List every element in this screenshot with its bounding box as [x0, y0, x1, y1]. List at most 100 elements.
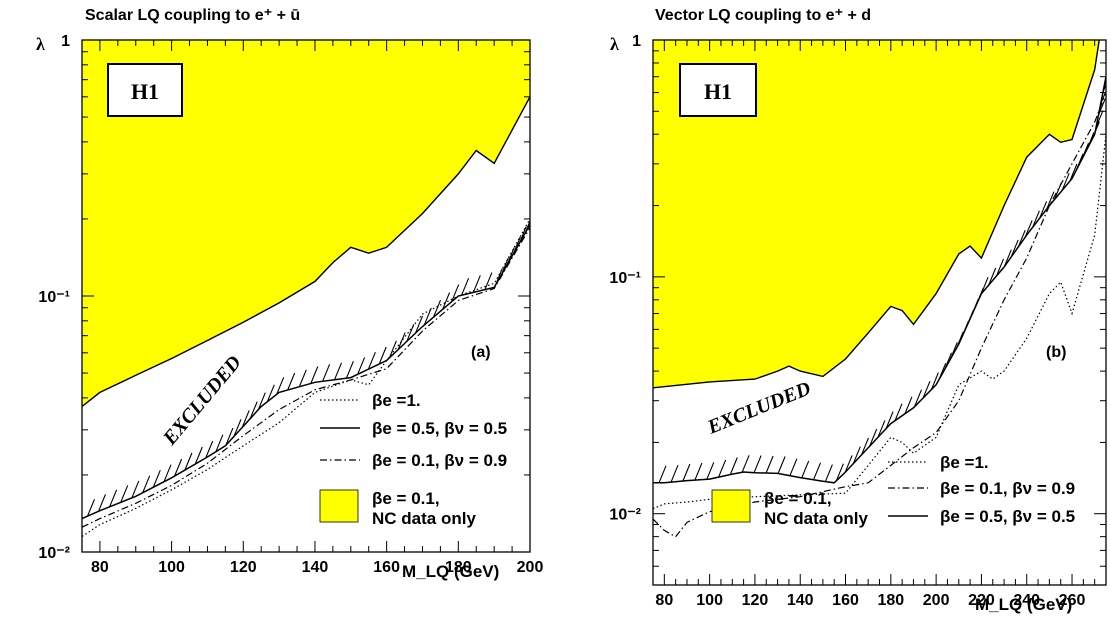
hatch-mark: [97, 494, 107, 512]
y-tick-label: 1: [61, 33, 70, 50]
hatch-mark: [378, 346, 387, 365]
hatch-mark: [955, 331, 964, 350]
x-tick-label: 180: [877, 592, 904, 609]
hatch-mark: [1053, 182, 1063, 200]
hatch-mark: [718, 459, 727, 478]
x-tick-label: 80: [655, 592, 673, 609]
hatch-mark: [1100, 89, 1106, 105]
series-3-line: [653, 76, 1106, 484]
hatch-mark: [276, 377, 285, 395]
x-tick-label: 120: [230, 559, 257, 576]
hatch-mark: [86, 498, 96, 517]
hatch-mark: [266, 384, 275, 403]
x-tick-label: 100: [696, 592, 723, 609]
legend-a-item-0-label: βe =1.: [372, 391, 421, 410]
h1-badge-b: [679, 63, 757, 117]
legend-a-item-3-label: βe = 0.1,: [372, 489, 440, 508]
x-tick-label: 220: [968, 592, 995, 609]
y-tick-label: 10⁻¹: [38, 289, 70, 306]
hatch-mark: [824, 464, 833, 482]
hatch-mark: [922, 380, 931, 399]
hatch-mark: [184, 452, 193, 471]
hatch-mark: [1091, 121, 1100, 139]
hatch-mark: [397, 332, 406, 350]
hatch-mark: [1010, 239, 1019, 258]
hatch-mark: [877, 420, 886, 438]
h1-badge-a-text: H1: [131, 79, 159, 104]
x-tick-label: 180: [445, 559, 472, 576]
hatch-mark: [694, 462, 703, 481]
x-tick-label: 200: [923, 592, 950, 609]
legend-a-item-1-label: βe = 0.5, βν = 0.5: [372, 419, 507, 438]
legend-b-item-0-swatch: [711, 489, 751, 523]
hatch-mark: [1069, 163, 1078, 182]
hatch-mark: [753, 455, 762, 473]
hatch-mark: [506, 247, 515, 265]
legend-b-item-0-label: βe = 0.1,: [764, 489, 832, 508]
hatch-mark: [1031, 210, 1040, 229]
hatch-mark: [852, 446, 861, 464]
hatch-mark: [658, 465, 667, 484]
hatch-mark: [885, 411, 894, 429]
hatch-mark: [1061, 172, 1070, 191]
hatch-mark: [801, 460, 810, 479]
hatch-mark: [524, 219, 530, 234]
series-3-line: [82, 227, 530, 528]
hatch-mark: [298, 369, 307, 388]
x-tick-label: 160: [373, 559, 400, 576]
y-tick-label: 10⁻¹: [609, 270, 641, 287]
hatch-mark: [1097, 98, 1106, 116]
x-tick-label: 140: [302, 559, 329, 576]
hatch-mark: [988, 267, 997, 286]
hatch-mark: [310, 366, 319, 384]
y-tick-label: 1: [632, 33, 641, 50]
hatch-mark: [729, 457, 738, 475]
hatch-mark: [249, 401, 258, 419]
hatch-mark: [131, 480, 140, 499]
hatch-mark: [904, 396, 913, 415]
series-0-fill: [653, 40, 1100, 388]
hatch-mark: [518, 226, 527, 244]
hatch-mark: [1003, 249, 1012, 267]
x-axis-label-a: M_LQ (GeV): [402, 562, 499, 581]
legend-b-item-2-label: βe = 0.1, βν = 0.9: [940, 479, 1075, 498]
hatch-mark: [225, 427, 234, 446]
hatch-mark: [1080, 142, 1090, 161]
x-tick-label: 160: [832, 592, 859, 609]
hatch-mark: [142, 475, 151, 493]
hatch-mark: [765, 455, 774, 474]
y-tick-label: 10⁻²: [38, 545, 70, 562]
hatch-mark: [120, 485, 129, 503]
y-axis-label-b: λ: [610, 34, 619, 54]
hatch-mark: [741, 455, 750, 473]
hatch-mark: [484, 272, 493, 290]
hatch-mark: [913, 389, 923, 407]
y-axis-label-a: λ: [36, 34, 45, 54]
legend-b-item-1-label: βe =1.: [940, 453, 989, 472]
panel-b-title: Vector LQ coupling to e⁺ + d: [655, 7, 871, 24]
y-tick-label: 10⁻²: [609, 507, 641, 524]
hatch-mark: [949, 342, 958, 360]
hatch-mark: [860, 437, 870, 456]
hatch-mark: [205, 440, 214, 459]
hatch-mark: [432, 299, 442, 318]
hatch-mark: [682, 463, 691, 482]
hatch-mark: [1024, 220, 1033, 238]
series-0-boundary: [82, 96, 530, 408]
hatch-mark: [357, 357, 366, 375]
hatch-mark: [442, 292, 451, 310]
hatch-mark: [894, 403, 903, 421]
hatch-mark: [1086, 132, 1095, 150]
hatch-mark: [461, 277, 470, 296]
legend-a-item-3-label-line2: NC data only: [372, 509, 476, 528]
hatch-mark: [706, 462, 715, 480]
hatch-mark: [423, 307, 432, 326]
panel-b: 80 100 120 140 160 180 200 220 240 260 10⁻² 10⁻¹ 1 V…: [609, 7, 1107, 614]
series-0-fill: [82, 40, 530, 407]
legend-a-item-2-label: βe = 0.1, βν = 0.9: [372, 451, 507, 470]
x-tick-label: 100: [158, 559, 185, 576]
hatch-mark: [345, 360, 354, 379]
hatch-mark: [414, 315, 424, 334]
hatch-mark: [322, 364, 331, 382]
panel-a-label: (a): [471, 344, 491, 361]
